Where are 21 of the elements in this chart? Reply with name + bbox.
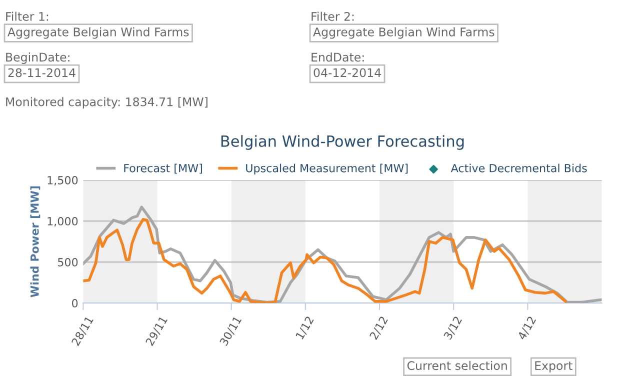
text: Filter 1: bbox=[6, 12, 48, 21]
y-tick-label: 1,000 bbox=[48, 217, 78, 227]
y-tick-label: 500 bbox=[58, 258, 78, 266]
y-tick-label: 1,500 bbox=[48, 176, 78, 186]
text: EndDate: bbox=[312, 52, 364, 62]
text: 28-11-2014 bbox=[8, 68, 76, 78]
text: Current selection bbox=[407, 360, 507, 370]
y-axis-title: Wind Power [MW] bbox=[30, 186, 40, 298]
text: Export bbox=[535, 361, 572, 372]
text: BeginDate: bbox=[6, 52, 70, 64]
text: Aggregate Belgian Wind Farms bbox=[313, 27, 494, 39]
y-tick-label: 0 bbox=[72, 299, 78, 308]
text: Aggregate Belgian Wind Farms bbox=[8, 27, 189, 39]
legend-label: Upscaled Measurement [MW] bbox=[246, 164, 408, 174]
legend-label: Forecast [MW] bbox=[124, 164, 202, 174]
legend-label: Active Decremental Bids bbox=[450, 164, 587, 172]
text: Monitored capacity: 1834.71 [MW] bbox=[6, 97, 208, 109]
chart-title: Belgian Wind-Power Forecasting bbox=[221, 135, 464, 150]
text: Filter 2: bbox=[312, 12, 354, 21]
text: 04-12-2014 bbox=[314, 68, 381, 78]
line-series bbox=[83, 218, 567, 304]
